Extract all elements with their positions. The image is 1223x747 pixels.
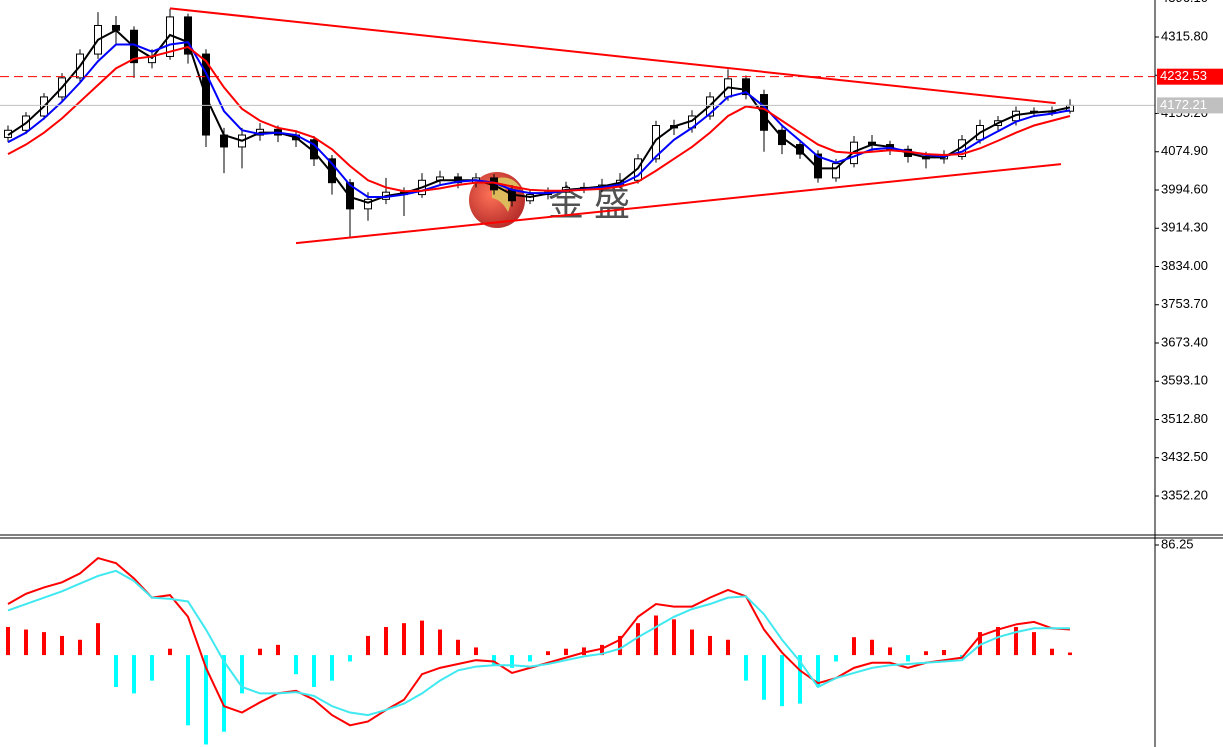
y-tick-label: 3352.20	[1161, 487, 1208, 502]
histogram-bar	[924, 651, 928, 656]
histogram-bar	[1014, 627, 1018, 656]
y-tick-label: 86.25	[1161, 536, 1194, 551]
price-label-box	[1157, 68, 1223, 85]
histogram-bar	[726, 639, 730, 656]
histogram-bar	[348, 655, 352, 662]
histogram-bar	[96, 623, 100, 656]
histogram-bar	[888, 647, 892, 656]
histogram-bar	[474, 647, 478, 656]
histogram-bar	[942, 649, 946, 656]
histogram-bar	[312, 655, 316, 687]
price-label-box	[1157, 97, 1223, 114]
histogram-bar	[870, 639, 874, 656]
histogram-bar	[204, 655, 208, 745]
histogram-bar	[222, 655, 226, 732]
histogram-bar	[672, 619, 676, 656]
y-tick-label: 3914.30	[1161, 220, 1208, 235]
histogram-bar	[816, 655, 820, 687]
histogram-bar	[24, 629, 28, 656]
histogram-bar	[78, 639, 82, 656]
histogram-bar	[852, 637, 856, 656]
histogram-bar	[1032, 632, 1036, 656]
histogram-bar	[564, 648, 568, 656]
histogram-bar	[150, 655, 154, 681]
histogram-bar	[258, 648, 262, 656]
histogram-bar	[798, 655, 802, 704]
histogram-bar	[996, 627, 1000, 656]
histogram-bar	[1050, 648, 1054, 656]
histogram-bar	[186, 655, 190, 726]
y-tick-label: 3512.80	[1161, 411, 1208, 426]
trendline	[169, 7, 1056, 105]
histogram-bar	[132, 655, 136, 694]
histogram-bar	[276, 644, 280, 656]
histogram-bar	[708, 635, 712, 656]
moving-average	[7, 45, 1071, 193]
histogram-bar	[636, 623, 640, 656]
histogram-bar	[582, 647, 586, 656]
histogram-bar	[384, 627, 388, 656]
histogram-bar	[528, 655, 532, 662]
histogram-bar	[42, 632, 46, 656]
y-tick-label: 3593.10	[1161, 373, 1208, 388]
indicator-line	[7, 569, 1070, 717]
histogram-bar	[654, 615, 658, 656]
y-tick-label: 4315.80	[1161, 28, 1208, 43]
histogram-bar	[438, 629, 442, 656]
y-tick-label: 3673.40	[1161, 334, 1208, 349]
candle-body	[742, 78, 750, 96]
y-tick-label: 4074.90	[1161, 143, 1208, 158]
histogram-bar	[240, 655, 244, 694]
histogram-bar	[744, 655, 748, 681]
price-label: 4172.21	[1160, 97, 1207, 112]
histogram-bar	[330, 655, 334, 681]
histogram-bar	[618, 635, 622, 656]
histogram-bar	[294, 655, 298, 675]
y-tick-label: 3994.60	[1161, 181, 1208, 196]
trendline	[295, 163, 1062, 245]
price-label: 4232.53	[1160, 68, 1207, 83]
candle-body	[364, 198, 372, 210]
histogram-bar	[600, 644, 604, 656]
histogram-bar	[402, 623, 406, 656]
y-tick-label: 4396.10	[1161, 0, 1208, 5]
histogram-bar	[978, 632, 982, 656]
histogram-bar	[1068, 652, 1072, 656]
histogram-bar	[420, 620, 424, 656]
histogram-bar	[546, 651, 550, 656]
histogram-bar	[114, 655, 118, 687]
moving-average	[7, 41, 1071, 198]
candle-body	[184, 16, 192, 55]
histogram-bar	[834, 655, 838, 662]
y-tick-label: 3753.70	[1161, 296, 1208, 311]
y-tick-label: 3834.00	[1161, 258, 1208, 273]
histogram-bar	[906, 655, 910, 662]
candle-body	[652, 125, 660, 160]
histogram-bar	[492, 655, 496, 666]
histogram-bar	[168, 648, 172, 656]
histogram-bar	[6, 627, 10, 656]
histogram-bar	[780, 655, 784, 707]
y-tick-label: 3432.50	[1161, 449, 1208, 464]
histogram-bar	[456, 639, 460, 656]
histogram-bar	[510, 655, 514, 668]
histogram-bar	[690, 629, 694, 656]
histogram-bar	[762, 655, 766, 700]
histogram-bar	[366, 635, 370, 656]
candle-body	[328, 158, 336, 184]
histogram-bar	[60, 635, 64, 656]
indicator-line	[7, 556, 1071, 727]
